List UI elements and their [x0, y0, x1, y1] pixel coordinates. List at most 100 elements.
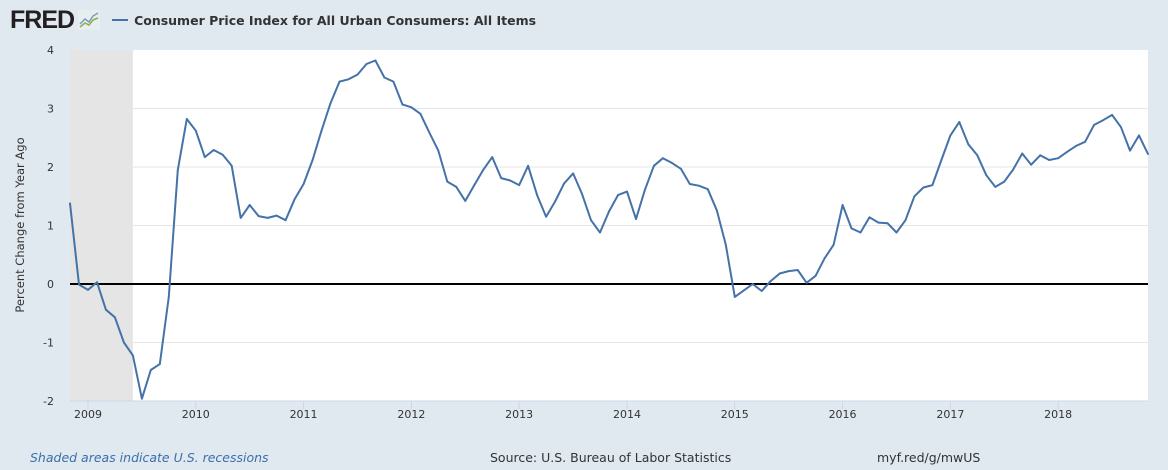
data-point — [527, 164, 530, 167]
data-point — [311, 159, 314, 161]
data-point — [644, 188, 646, 191]
data-point — [1003, 180, 1006, 183]
data-point — [401, 103, 404, 106]
y-axis-title: Percent Change from Year Ago — [13, 137, 27, 312]
data-point — [679, 167, 682, 170]
data-point — [536, 194, 539, 196]
y-tick-label: 0 — [47, 278, 54, 291]
data-point — [69, 202, 71, 205]
data-point — [787, 270, 790, 273]
data-point — [626, 190, 628, 193]
data-point — [563, 182, 565, 185]
data-point — [1048, 159, 1051, 161]
chart-header: FRED Consumer Price Index for All Urban … — [10, 5, 537, 34]
data-point — [688, 183, 691, 185]
data-point — [778, 272, 781, 275]
fred-logo[interactable]: FRED — [10, 5, 75, 34]
data-point — [1030, 163, 1033, 166]
data-point — [814, 274, 817, 277]
data-point — [1129, 149, 1131, 152]
short-url[interactable]: myf.red/g/mwUS — [877, 450, 981, 465]
data-point — [149, 369, 152, 371]
x-tick-label: 2012 — [397, 408, 425, 421]
data-point — [383, 76, 386, 79]
data-point — [572, 172, 574, 175]
data-point — [949, 134, 952, 137]
data-point — [1075, 145, 1078, 147]
y-tick-label: 3 — [47, 103, 54, 116]
data-point — [248, 204, 251, 206]
data-point — [1012, 168, 1015, 171]
data-point — [715, 209, 718, 212]
data-point — [176, 169, 179, 171]
data-point — [428, 131, 431, 134]
y-tick-label: 2 — [47, 161, 54, 174]
data-point — [1093, 123, 1095, 126]
data-point — [859, 231, 862, 234]
data-point — [742, 289, 745, 292]
data-point — [518, 184, 521, 187]
data-point — [967, 143, 970, 146]
data-point — [653, 164, 655, 167]
source-text: Source: U.S. Bureau of Labor Statistics — [490, 450, 732, 465]
data-point — [662, 157, 664, 160]
data-point — [554, 200, 556, 203]
data-point — [545, 215, 548, 218]
x-tick-label: 2013 — [505, 408, 533, 421]
data-point — [985, 174, 988, 177]
data-point — [760, 290, 763, 292]
data-point — [976, 154, 979, 157]
data-point — [329, 102, 332, 105]
data-point — [266, 216, 269, 219]
x-tick-label: 2011 — [290, 408, 318, 421]
data-point — [940, 159, 943, 161]
fred-graph-icon — [78, 10, 101, 30]
legend-swatch — [112, 19, 129, 21]
x-tick-label: 2016 — [829, 408, 857, 421]
data-point — [724, 243, 727, 246]
data-point — [733, 295, 736, 298]
data-point — [1021, 152, 1024, 155]
data-point — [895, 231, 898, 234]
recession-note-link[interactable]: Shaded areas indicate U.S. recessions — [30, 450, 269, 465]
x-tick-label: 2010 — [182, 408, 210, 421]
data-point — [868, 216, 871, 219]
data-point — [473, 184, 476, 187]
data-point — [706, 188, 709, 191]
data-point — [293, 198, 296, 201]
data-point — [590, 219, 592, 222]
data-point — [158, 363, 161, 366]
data-point — [284, 219, 287, 222]
data-point — [1057, 157, 1060, 160]
data-point — [365, 63, 368, 65]
data-point — [185, 118, 188, 120]
data-point — [347, 78, 350, 81]
data-point — [455, 185, 458, 188]
y-tick-label: -1 — [43, 337, 54, 350]
y-tick-label: -2 — [43, 395, 54, 408]
data-point — [599, 231, 601, 234]
data-point — [392, 80, 395, 83]
data-point — [1066, 150, 1069, 153]
data-point — [302, 183, 305, 185]
data-point — [994, 185, 997, 188]
data-point — [670, 162, 673, 164]
data-point — [751, 283, 754, 285]
data-point — [356, 73, 359, 76]
data-point — [1084, 140, 1087, 143]
data-point — [1102, 119, 1104, 122]
y-tick-label: 1 — [47, 220, 54, 233]
data-point — [239, 216, 242, 219]
data-point — [123, 341, 125, 344]
data-point — [105, 308, 107, 311]
data-point — [338, 80, 341, 83]
data-point — [212, 149, 215, 151]
data-point — [482, 169, 485, 171]
data-point — [697, 184, 700, 187]
data-point — [410, 106, 413, 109]
data-point — [617, 194, 619, 196]
data-point — [886, 222, 889, 225]
legend-series-title[interactable]: Consumer Price Index for All Urban Consu… — [134, 12, 537, 28]
data-point — [437, 149, 440, 152]
data-point — [922, 186, 925, 189]
